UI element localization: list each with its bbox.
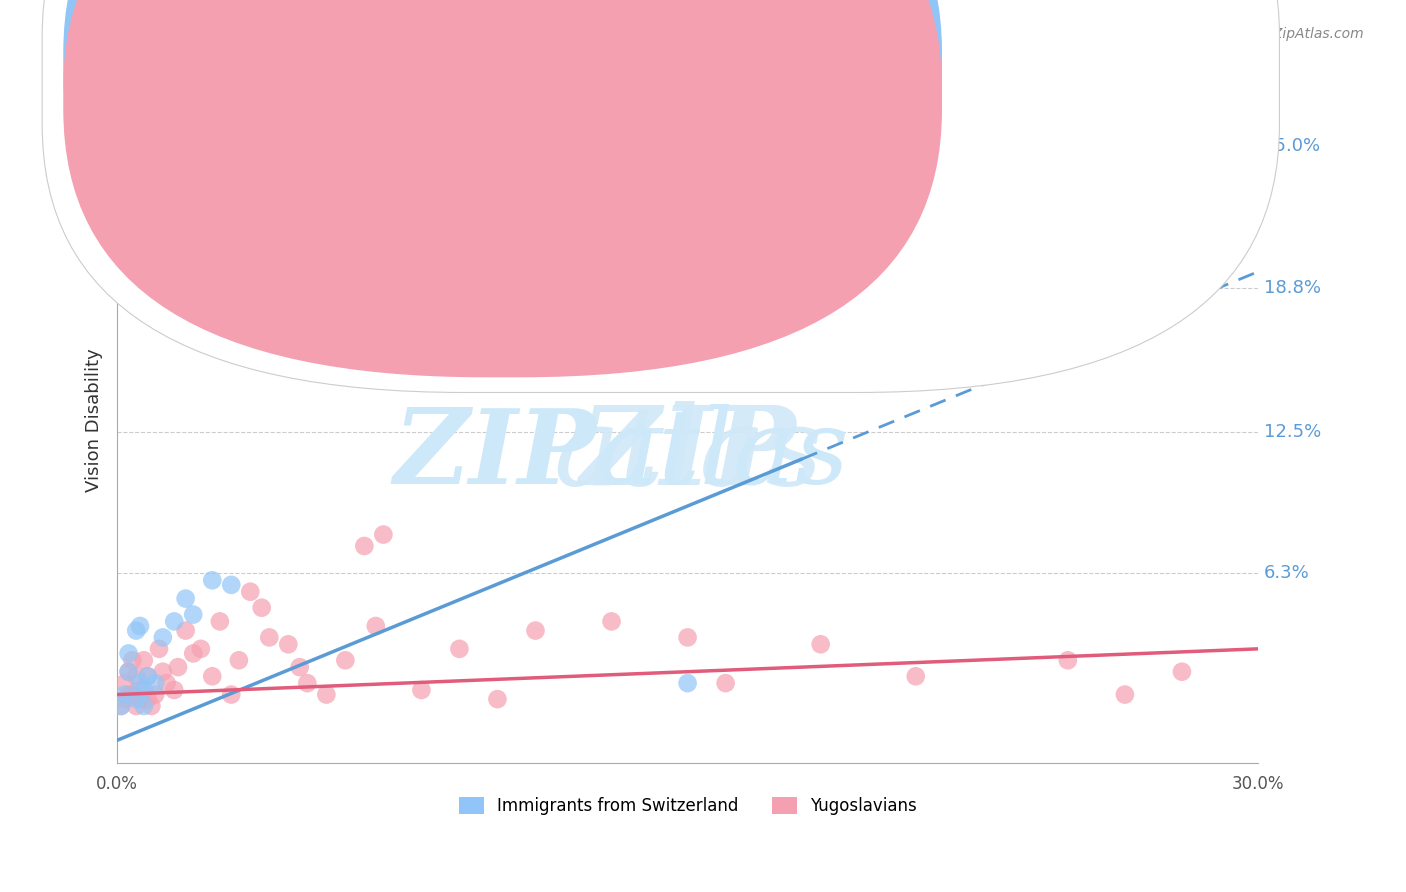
Point [676, 631, 699, 645]
Point [277, 637, 299, 651]
Point [125, 692, 148, 706]
Point [152, 665, 174, 679]
Text: atlas: atlas [553, 401, 823, 508]
Point [117, 665, 139, 679]
Point [167, 660, 190, 674]
Text: 18.8%: 18.8% [1264, 278, 1320, 297]
Point [117, 688, 139, 702]
Text: R =: R = [527, 54, 567, 72]
Point [156, 676, 179, 690]
Point [110, 698, 132, 713]
Point [524, 624, 547, 638]
Text: atlas: atlas [596, 404, 849, 506]
Point [373, 527, 395, 541]
Point [1171, 665, 1194, 679]
Point [201, 574, 224, 588]
Point [600, 615, 623, 629]
Point [810, 637, 832, 651]
Text: 51: 51 [675, 90, 700, 108]
Text: R =: R = [527, 90, 567, 108]
Text: 30.0%: 30.0% [1232, 774, 1284, 793]
Point [143, 676, 166, 690]
Point [219, 578, 242, 592]
Point [676, 676, 699, 690]
Point [129, 676, 152, 690]
Point [141, 698, 163, 713]
Point [129, 619, 152, 633]
Point [129, 692, 152, 706]
Point [136, 669, 159, 683]
Point [136, 692, 159, 706]
Text: 0.067: 0.067 [562, 90, 619, 108]
Text: N =: N = [619, 90, 671, 108]
Point [353, 539, 375, 553]
Point [117, 665, 139, 679]
Point [129, 683, 152, 698]
Text: Source: ZipAtlas.com: Source: ZipAtlas.com [1216, 27, 1364, 41]
Point [125, 698, 148, 713]
Y-axis label: Vision Disability: Vision Disability [86, 349, 103, 492]
Point [288, 660, 311, 674]
Point [250, 600, 273, 615]
Point [364, 619, 387, 633]
Point [143, 688, 166, 702]
Point [208, 615, 231, 629]
Point [1114, 688, 1136, 702]
Point [228, 653, 250, 667]
Text: ZIP: ZIP [579, 401, 796, 508]
Point [121, 653, 143, 667]
Text: ZIPatlas: ZIPatlas [436, 401, 939, 508]
Point [114, 688, 136, 702]
Point [132, 653, 155, 667]
Point [152, 631, 174, 645]
Point [148, 641, 170, 656]
Point [190, 641, 212, 656]
Point [114, 676, 136, 690]
Point [486, 692, 509, 706]
Point [219, 688, 242, 702]
Text: IMMIGRANTS FROM SWITZERLAND VS YUGOSLAVIAN VISION DISABILITY CORRELATION CHART: IMMIGRANTS FROM SWITZERLAND VS YUGOSLAVI… [56, 27, 903, 45]
Point [136, 669, 159, 683]
Point [174, 624, 197, 638]
Point [163, 615, 186, 629]
Point [132, 698, 155, 713]
Text: 6.3%: 6.3% [1264, 565, 1309, 582]
Point [297, 676, 319, 690]
Point [315, 688, 337, 702]
Point [114, 692, 136, 706]
Text: 0.0%: 0.0% [96, 774, 138, 793]
Point [201, 669, 224, 683]
Point [117, 647, 139, 661]
Point [904, 669, 927, 683]
Point [163, 683, 186, 698]
Point [110, 698, 132, 713]
Text: 25.0%: 25.0% [1264, 137, 1320, 155]
Point [174, 591, 197, 606]
Point [132, 683, 155, 698]
Point [904, 265, 927, 279]
Point [125, 624, 148, 638]
Text: 0.767: 0.767 [562, 54, 619, 72]
Point [1057, 653, 1080, 667]
Point [335, 653, 357, 667]
Text: N =: N = [619, 54, 671, 72]
Legend: Immigrants from Switzerland, Yugoslavians: Immigrants from Switzerland, Yugoslavian… [450, 789, 925, 823]
Point [259, 631, 281, 645]
Point [696, 150, 718, 164]
Point [239, 584, 262, 599]
Point [181, 607, 204, 622]
Text: 21: 21 [675, 54, 700, 72]
Point [411, 683, 433, 698]
Text: ZIP: ZIP [394, 404, 596, 506]
Point [125, 669, 148, 683]
Point [181, 647, 204, 661]
Point [449, 641, 471, 656]
Text: 12.5%: 12.5% [1264, 423, 1322, 441]
Point [714, 676, 737, 690]
Point [121, 688, 143, 702]
